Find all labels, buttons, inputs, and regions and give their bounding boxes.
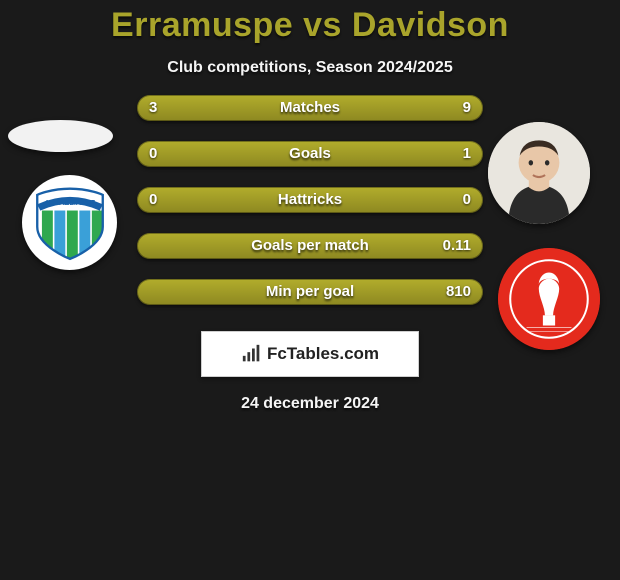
metric-right-value: 0 (451, 187, 483, 213)
title: Erramuspe vs Davidson (0, 6, 620, 45)
shield-icon: ΛΕΒΑΔΕΙΑΚΟΣ (31, 184, 109, 262)
metric-bar: 3 Matches 9 (137, 95, 483, 121)
metric-bar: 0 Goals 1 (137, 141, 483, 167)
metric-label: Goals (137, 141, 483, 167)
comparison-card: Erramuspe vs Davidson Club competitions,… (0, 0, 620, 580)
metric-right-value: 0.11 (431, 233, 483, 259)
club-left-badge: ΛΕΒΑΔΕΙΑΚΟΣ (22, 175, 117, 270)
brand-badge: FcTables.com (201, 331, 419, 377)
metric-bar: 0 Hattricks 0 (137, 187, 483, 213)
date: 24 december 2024 (0, 395, 620, 413)
player-left-shadow (8, 120, 113, 152)
club-right-badge (498, 248, 600, 350)
metric-right-value: 9 (451, 95, 483, 121)
metric-bar: Goals per match 0.11 (137, 233, 483, 259)
metric-right-value: 810 (434, 279, 483, 305)
club-crest-icon (498, 248, 600, 350)
player-right-avatar (488, 122, 590, 224)
metric-bar: Min per goal 810 (137, 279, 483, 305)
subtitle: Club competitions, Season 2024/2025 (0, 59, 620, 77)
metric-bars: 3 Matches 9 0 Goals 1 0 Hattricks 0 Goal… (137, 95, 483, 305)
metric-label: Hattricks (137, 187, 483, 213)
person-icon (488, 122, 590, 224)
brand-name: FcTables.com (267, 344, 379, 364)
metric-label: Min per goal (137, 279, 483, 305)
bar-chart-icon (241, 344, 263, 364)
svg-text:ΛΕΒΑΔΕΙΑΚΟΣ: ΛΕΒΑΔΕΙΑΚΟΣ (44, 200, 95, 207)
metric-right-value: 1 (451, 141, 483, 167)
metric-label: Matches (137, 95, 483, 121)
